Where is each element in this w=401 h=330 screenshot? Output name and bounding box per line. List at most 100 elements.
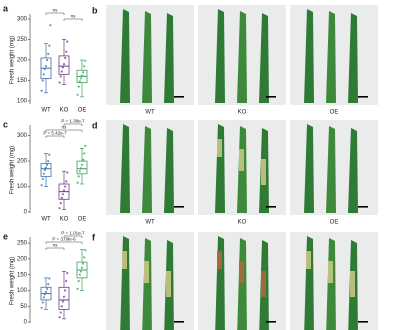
data-point (65, 50, 68, 53)
y-tick-label: 150 (17, 272, 28, 278)
significance-bracket (45, 247, 65, 250)
significance-label: P = 5.42e-7 (43, 131, 67, 136)
lesion (166, 271, 171, 297)
data-point (80, 74, 84, 77)
significance-label: P = 1.38e-7 (61, 119, 85, 124)
data-point (78, 170, 81, 173)
data-point (80, 266, 84, 269)
panel-label: e (3, 231, 8, 241)
leaf (304, 9, 314, 103)
data-point (61, 66, 64, 69)
leaf (142, 126, 152, 213)
lesion (144, 261, 149, 283)
data-point (62, 295, 66, 298)
y-tick-label: 200 (17, 159, 28, 165)
panel-label: c (3, 119, 8, 129)
scale-bar (266, 96, 276, 98)
data-point (62, 62, 66, 66)
data-point (48, 153, 51, 156)
x-tick-label: WT (41, 108, 51, 114)
leaf (326, 11, 336, 103)
data-point (46, 58, 49, 62)
data-point (61, 300, 64, 303)
y-tick-label: 100 (17, 99, 28, 105)
leaf (348, 13, 358, 103)
data-point (76, 181, 79, 184)
y-axis-label: Fresh weight (mg) (10, 146, 16, 194)
data-point (64, 289, 67, 292)
data-point (65, 180, 68, 183)
data-point (46, 163, 49, 167)
data-point (84, 248, 87, 252)
data-point (40, 306, 43, 309)
data-point (82, 71, 85, 74)
lesion (239, 149, 244, 171)
data-point (43, 293, 47, 296)
significance-label: ns (71, 14, 77, 19)
scale-bar (174, 96, 184, 98)
data-point (47, 159, 50, 163)
significance-bracket (63, 18, 83, 21)
lesion (261, 159, 266, 185)
leaf (164, 128, 174, 213)
lesion (350, 271, 355, 297)
lesion (306, 251, 311, 269)
photo-caption: WT (145, 220, 155, 226)
y-tick-label: 0 (24, 320, 28, 326)
significance-bracket (45, 129, 83, 132)
y-tick-label: 150 (17, 78, 28, 84)
data-point (41, 79, 44, 82)
photo-caption: OE (330, 110, 339, 116)
data-point (78, 273, 81, 276)
panel-label: f (92, 232, 96, 242)
data-point (49, 24, 52, 27)
data-point (83, 152, 86, 155)
significance-label: ns (62, 125, 68, 130)
data-point (66, 40, 69, 43)
leaf (237, 11, 247, 103)
leaf (142, 11, 152, 103)
data-point (79, 270, 82, 273)
data-point (76, 93, 79, 96)
y-tick-label: 100 (17, 184, 28, 190)
data-point (42, 172, 45, 175)
photo-caption: KO (238, 220, 247, 226)
y-tick-label: 0 (24, 210, 28, 216)
y-axis-label: Fresh weight (mg) (10, 257, 16, 305)
y-tick-label: 50 (20, 304, 27, 310)
significance-label: ns (53, 243, 59, 248)
data-point (40, 184, 43, 187)
box (58, 286, 70, 310)
y-tick-label: 300 (17, 17, 28, 23)
y-tick-label: 300 (17, 133, 28, 139)
significance-label: P = 1.01e-7 (61, 231, 85, 236)
y-tick-label: 100 (17, 288, 28, 294)
data-point (59, 75, 62, 78)
data-point (58, 207, 61, 210)
data-point (58, 81, 61, 84)
data-point (42, 73, 45, 76)
leaf (215, 9, 225, 103)
data-point (44, 290, 48, 294)
scale-bar (174, 206, 184, 208)
data-point (64, 56, 67, 60)
data-point (64, 185, 67, 188)
lesion (261, 271, 266, 297)
y-tick-label: 250 (17, 37, 28, 43)
data-point (58, 316, 61, 319)
lesion (239, 261, 244, 283)
leaf (259, 13, 269, 103)
scale-bar (266, 206, 276, 208)
y-tick-label: 250 (17, 241, 28, 247)
lesion (217, 139, 222, 157)
significance-label: ns (53, 8, 59, 13)
data-point (82, 262, 85, 265)
data-point (41, 177, 44, 181)
data-point (84, 59, 87, 62)
significance-bracket (63, 235, 83, 238)
data-point (66, 171, 69, 174)
data-point (40, 89, 43, 92)
data-point (82, 158, 85, 161)
data-point (79, 77, 82, 80)
significance-label: P = 3.09e-6 (52, 237, 76, 242)
